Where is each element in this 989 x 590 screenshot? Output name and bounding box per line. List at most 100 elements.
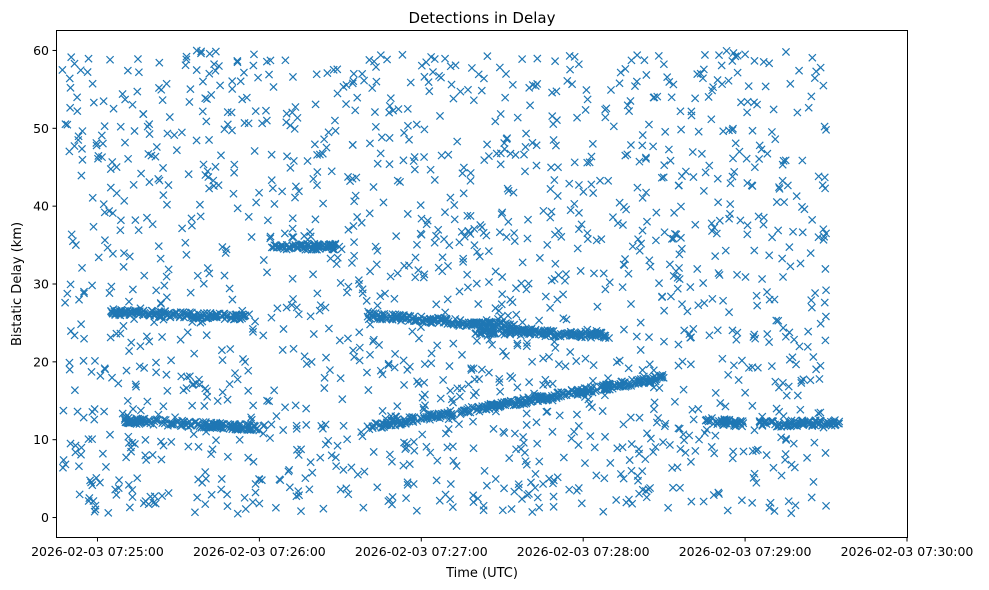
clutter-marker (790, 335, 799, 344)
clutter-marker (774, 316, 783, 325)
clutter-marker (550, 176, 559, 185)
clutter-marker (235, 435, 244, 444)
clutter-marker (218, 388, 227, 397)
clutter-marker (675, 483, 684, 492)
clutter-marker (814, 409, 823, 418)
clutter-marker (320, 135, 329, 144)
clutter-marker (763, 329, 772, 339)
clutter-marker (539, 354, 548, 363)
clutter-marker (439, 375, 448, 385)
clutter-marker (423, 216, 432, 225)
clutter-marker (488, 340, 497, 349)
clutter-marker (247, 232, 256, 242)
clutter-marker (807, 493, 816, 502)
clutter-marker (106, 55, 115, 64)
clutter-marker (403, 104, 412, 113)
clutter-marker (574, 225, 583, 234)
clutter-marker (613, 219, 622, 228)
clutter-marker (667, 93, 676, 102)
clutter-marker (241, 504, 250, 514)
clutter-marker (755, 154, 764, 164)
clutter-marker (501, 93, 510, 102)
clutter-marker (303, 157, 312, 166)
clutter-marker (281, 56, 290, 65)
clutter-marker (726, 200, 735, 209)
clutter-marker (587, 180, 596, 189)
clutter-marker (469, 491, 478, 500)
clutter-marker (491, 474, 500, 484)
clutter-marker (541, 292, 550, 301)
clutter-marker (730, 167, 739, 176)
clutter-marker (255, 188, 264, 197)
clutter-marker (384, 361, 393, 370)
clutter-marker (792, 192, 801, 201)
x-tick-label: 2026-02-03 07:25:00 (31, 544, 164, 559)
clutter-marker (159, 163, 168, 172)
clutter-marker (198, 77, 207, 86)
clutter-marker (310, 140, 319, 149)
clutter-marker (507, 504, 516, 514)
clutter-marker (248, 498, 257, 507)
clutter-marker (312, 181, 322, 190)
clutter-marker (810, 74, 819, 83)
clutter-marker (65, 365, 74, 374)
clutter-marker (601, 432, 610, 441)
clutter-marker (523, 215, 533, 224)
clutter-marker (691, 446, 700, 455)
clutter-marker (495, 374, 504, 383)
clutter-marker (532, 141, 541, 150)
clutter-marker (649, 447, 658, 456)
clutter-marker (402, 494, 411, 503)
clutter-marker (348, 79, 357, 88)
clutter-marker (765, 503, 774, 512)
x-tick-label: 2026-02-03 07:30:00 (841, 544, 974, 559)
clutter-marker (469, 417, 478, 426)
clutter-marker (713, 326, 722, 335)
clutter-marker (77, 263, 87, 272)
clutter-marker (194, 375, 203, 384)
clutter-marker (129, 180, 138, 189)
clutter-marker (477, 86, 486, 95)
clutter-marker (412, 506, 421, 515)
clutter-marker (627, 440, 636, 449)
clutter-marker (432, 476, 441, 485)
clutter-marker (373, 483, 382, 492)
clutter-marker (230, 168, 239, 177)
clutter-marker (372, 260, 381, 269)
clutter-marker (399, 156, 408, 165)
clutter-marker (132, 382, 141, 391)
clutter-marker (425, 87, 434, 96)
clutter-marker (261, 106, 270, 115)
clutter-marker (203, 264, 212, 273)
clutter-marker (714, 51, 724, 60)
clutter-marker (719, 296, 728, 305)
clutter-marker (686, 457, 695, 466)
clutter-marker (778, 378, 787, 387)
clutter-marker (244, 386, 253, 395)
clutter-marker (369, 337, 378, 346)
clutter-marker (484, 152, 493, 161)
clutter-marker (362, 368, 371, 377)
clutter-marker (718, 80, 727, 89)
clutter-marker (535, 503, 544, 512)
clutter-marker (511, 150, 520, 159)
clutter-marker (743, 178, 752, 188)
clutter-marker (109, 104, 118, 113)
clutter-marker (130, 126, 139, 136)
clutter-marker (718, 354, 727, 363)
clutter-marker (94, 253, 103, 262)
clutter-marker (349, 222, 358, 231)
clutter-marker (177, 128, 186, 137)
clutter-marker (712, 229, 721, 238)
clutter-marker (351, 106, 360, 115)
clutter-marker (508, 80, 517, 89)
clutter-marker (355, 328, 364, 337)
clutter-marker (710, 223, 719, 232)
clutter-marker (157, 455, 166, 464)
clutter-marker (100, 407, 109, 416)
clutter-marker (352, 173, 361, 182)
clutter-marker (522, 342, 531, 351)
clutter-marker (339, 465, 348, 474)
clutter-marker (741, 388, 750, 397)
